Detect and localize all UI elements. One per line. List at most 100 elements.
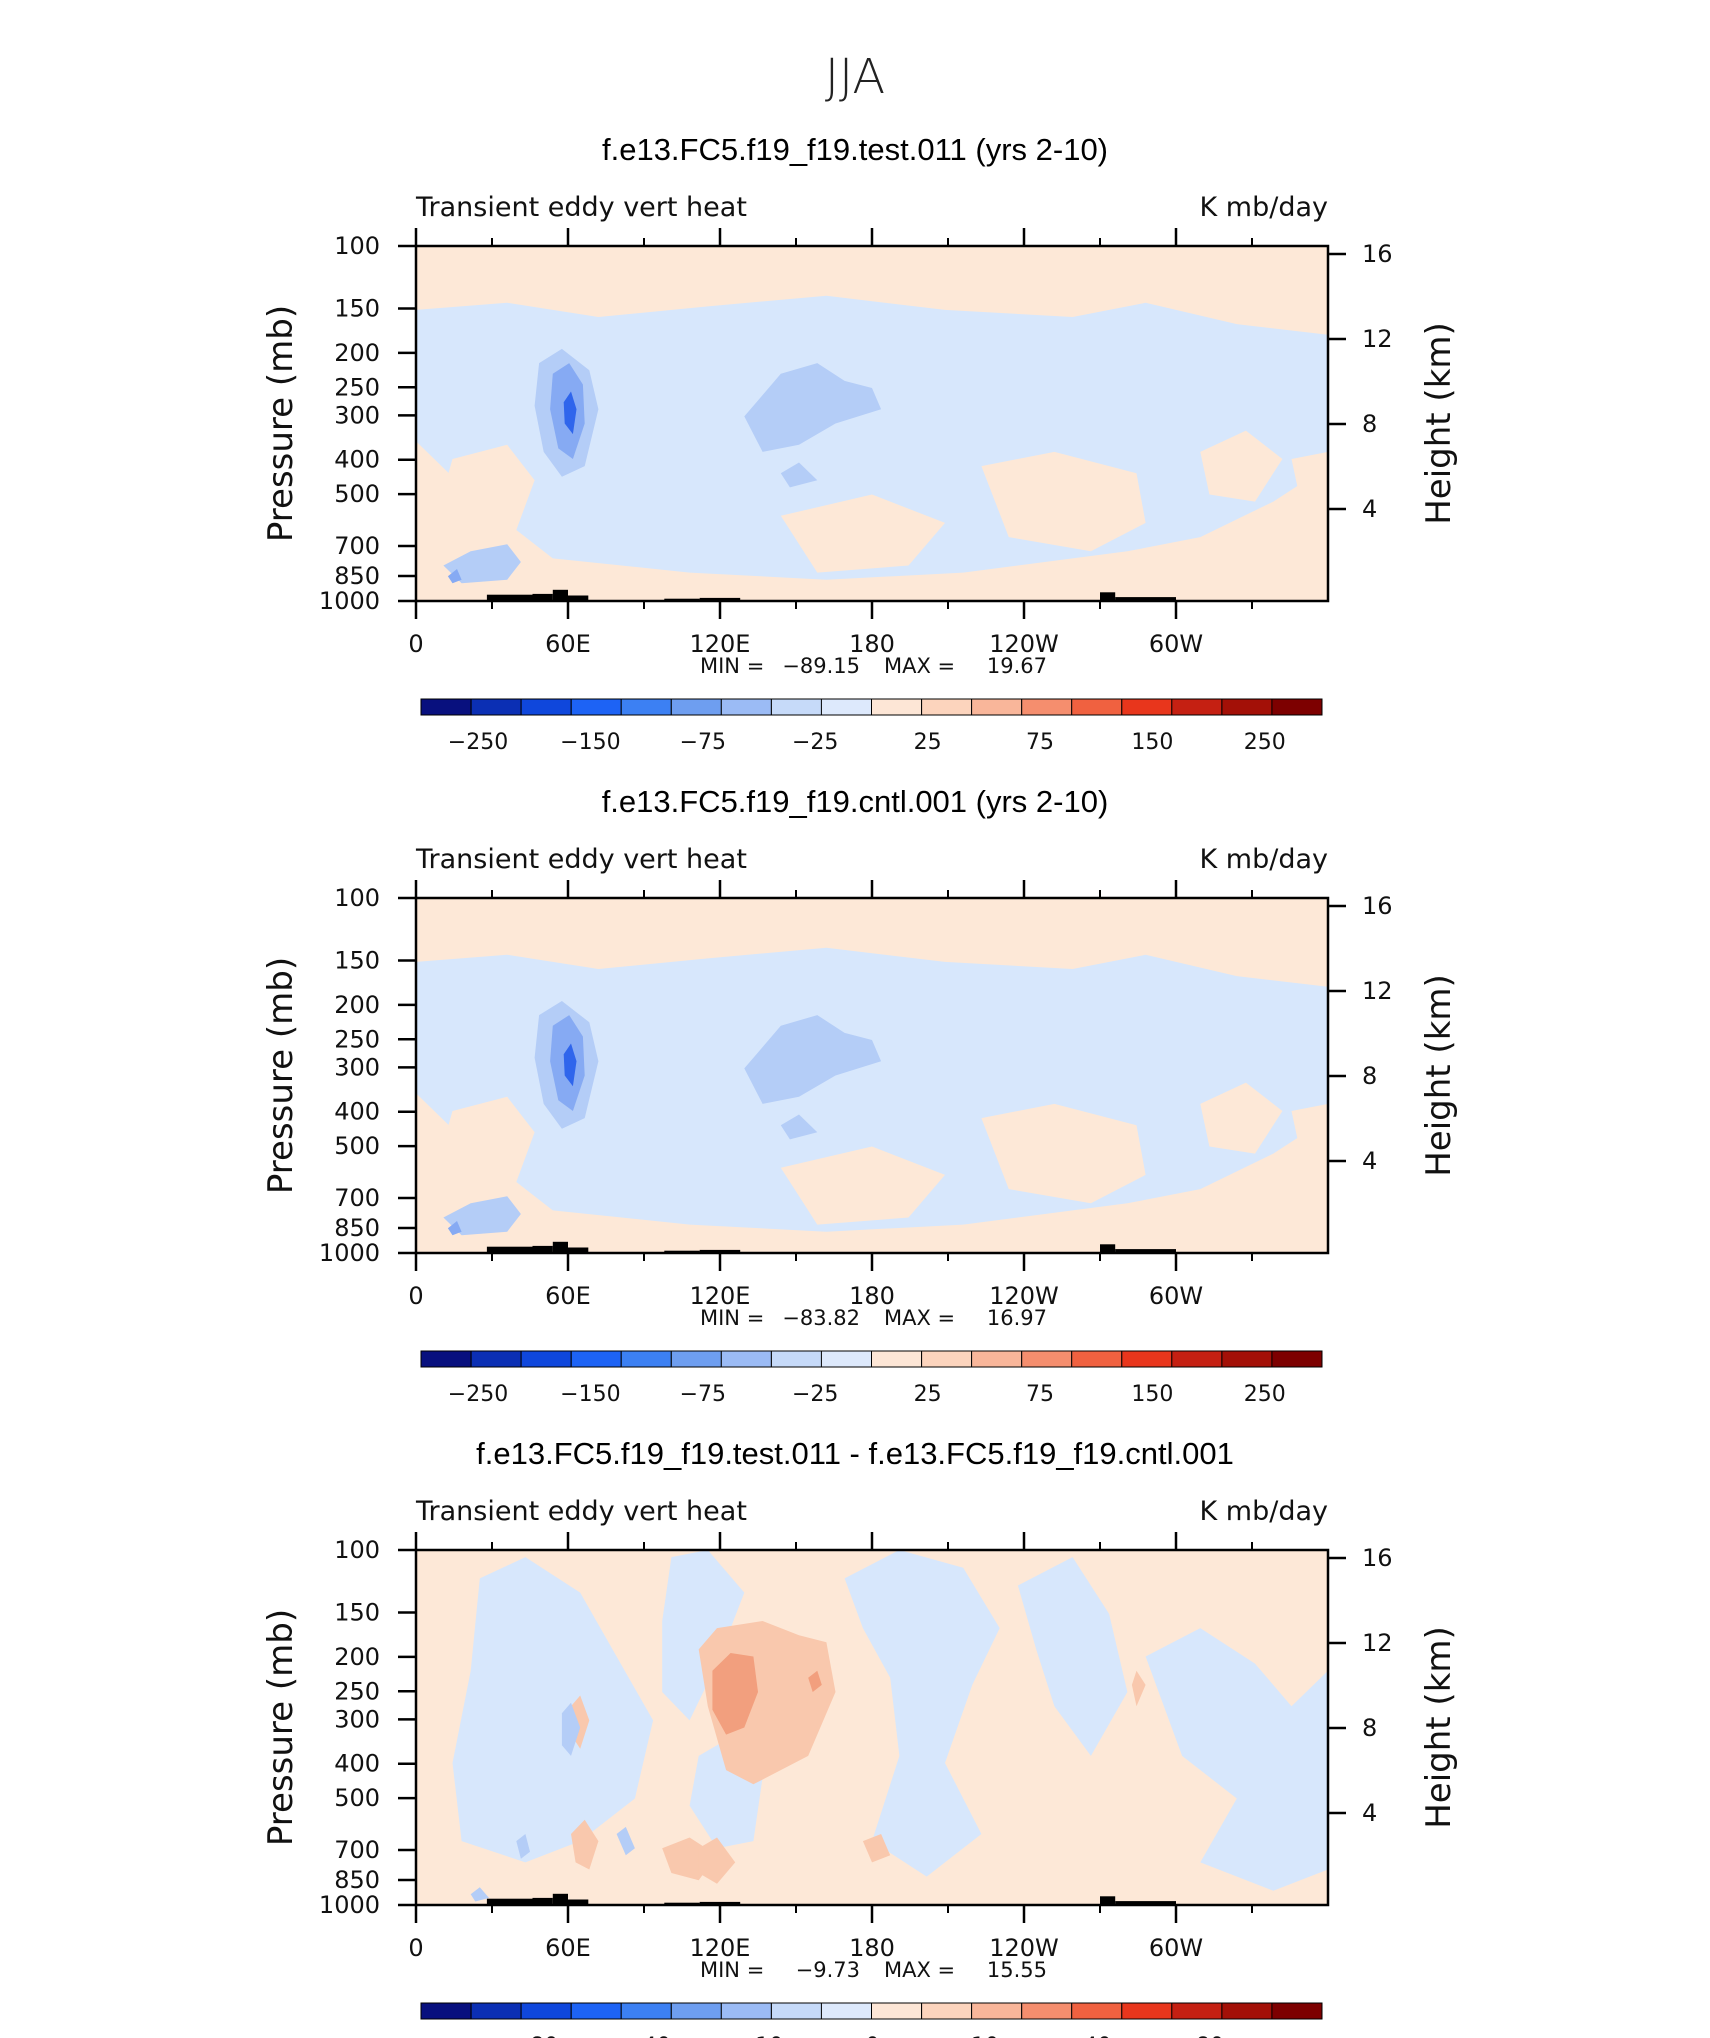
colorbar-box (820, 2002, 873, 2020)
panel-title: f.e13.FC5.f19_f19.cntl.001 (yrs 2-10) (602, 784, 1109, 819)
contour-region (563, 391, 577, 435)
colorbar-box (1221, 1350, 1273, 1368)
y2-tick-label: 16 (1362, 892, 1393, 920)
season-title: JJA (825, 49, 885, 105)
x-tick-label: 120W (989, 1282, 1059, 1310)
max-label: MAX = (884, 1958, 955, 1982)
y2-tick-label: 4 (1362, 1799, 1377, 1827)
topography (1115, 1249, 1176, 1253)
units-label: K mb/day (1200, 1496, 1329, 1527)
colorbar-label: 80 (1196, 2034, 1224, 2038)
y-tick-label: 300 (334, 1053, 380, 1081)
min-value: −9.73 (796, 1958, 860, 1982)
topography (1115, 1901, 1176, 1905)
colorbar-box (1071, 698, 1123, 716)
colorbar-box (670, 1350, 722, 1368)
topography (486, 1246, 533, 1253)
x-tick-label: 60E (545, 630, 591, 658)
colorbar-box (420, 1350, 472, 1368)
x-tick-label: 180 (849, 1282, 895, 1310)
y2-tick-label: 16 (1362, 240, 1393, 268)
contour-region (1145, 1628, 1328, 1891)
left-label: Transient eddy vert heat (415, 844, 747, 875)
max-value: 16.97 (987, 1306, 1047, 1330)
colorbar-label: −150 (560, 730, 620, 755)
contour-region (981, 451, 1146, 552)
y2-axis-title: Height (km) (1419, 1626, 1459, 1829)
contour-region (516, 1834, 530, 1859)
colorbar-box (720, 698, 772, 716)
y-axis-title: Pressure (mb) (261, 957, 301, 1194)
colorbar-box (520, 698, 572, 716)
y2-tick-label: 8 (1362, 410, 1377, 438)
colorbar-label: 25 (914, 1382, 942, 1407)
contour-region (780, 462, 818, 488)
y-tick-label: 500 (334, 480, 380, 508)
y-tick-label: 100 (334, 232, 380, 260)
y2-tick-label: 16 (1362, 1544, 1393, 1572)
y2-tick-label: 12 (1362, 1629, 1393, 1657)
colorbar-box (820, 698, 873, 716)
y2-tick-label: 8 (1362, 1714, 1377, 1742)
colorbar-box (570, 1350, 622, 1368)
min-value: −83.82 (782, 1306, 860, 1330)
y-tick-label: 1000 (319, 587, 380, 615)
contour-region (470, 1887, 489, 1902)
min-value: −89.15 (782, 654, 860, 678)
x-tick-label: 120E (690, 630, 751, 658)
colorbar-box (470, 1350, 522, 1368)
colorbar-box (1121, 1350, 1173, 1368)
contour-region (563, 1043, 577, 1087)
y-tick-label: 500 (334, 1132, 380, 1160)
colorbar-label: 150 (1131, 1382, 1173, 1407)
units-label: K mb/day (1200, 844, 1329, 875)
y-tick-label: 400 (334, 446, 380, 474)
colorbar-box (720, 2002, 772, 2020)
colorbar-label: −75 (680, 1382, 726, 1407)
colorbar-box (420, 698, 472, 716)
x-tick-label: 180 (849, 1934, 895, 1962)
colorbar-label: 40 (1084, 2034, 1112, 2038)
contour-region (434, 444, 535, 559)
contour-region (780, 494, 945, 573)
colorbar-box (470, 2002, 522, 2020)
colorbar-label: 75 (1026, 730, 1054, 755)
colorbar-box (1021, 2002, 1073, 2020)
y-tick-label: 850 (334, 562, 380, 590)
x-tick-label: 120E (690, 1282, 751, 1310)
y-tick-label: 700 (334, 532, 380, 560)
x-tick-label: 0 (408, 1282, 423, 1310)
y-tick-label: 150 (334, 947, 380, 975)
topography (552, 589, 568, 601)
y-tick-label: 300 (334, 1705, 380, 1733)
contour-region (712, 1653, 758, 1735)
colorbar-label: 0 (866, 2034, 880, 2038)
contour-region (561, 1702, 581, 1756)
topography (699, 1901, 741, 1905)
contour-region (844, 1550, 1000, 1877)
colorbar-box (520, 2002, 572, 2020)
topography (552, 1241, 568, 1253)
colorbar-box (1271, 698, 1323, 716)
left-label: Transient eddy vert heat (415, 1496, 747, 1527)
panel-title: f.e13.FC5.f19_f19.test.011 - f.e13.FC5.f… (476, 1436, 1234, 1471)
y-tick-label: 100 (334, 1536, 380, 1564)
colorbar-box (420, 2002, 472, 2020)
colorbar-box (1071, 2002, 1123, 2020)
colorbar-box (921, 698, 973, 716)
x-tick-label: 120E (690, 1934, 751, 1962)
max-value: 15.55 (987, 1958, 1047, 1982)
contour-region (1131, 1670, 1146, 1707)
panel-2: f.e13.FC5.f19_f19.cntl.001 (yrs 2-10) Tra… (261, 784, 1459, 1407)
y-tick-label: 200 (334, 339, 380, 367)
colorbar-box (1271, 1350, 1323, 1368)
y-tick-label: 850 (334, 1866, 380, 1894)
contour-region (862, 1834, 891, 1863)
colorbar-box (921, 1350, 973, 1368)
y-tick-label: 250 (334, 373, 380, 401)
colorbar-box (820, 1350, 873, 1368)
topography (552, 1893, 568, 1905)
y2-axis-title: Height (km) (1419, 974, 1459, 1177)
colorbar-box (1221, 698, 1273, 716)
colorbar-box (871, 1350, 923, 1368)
